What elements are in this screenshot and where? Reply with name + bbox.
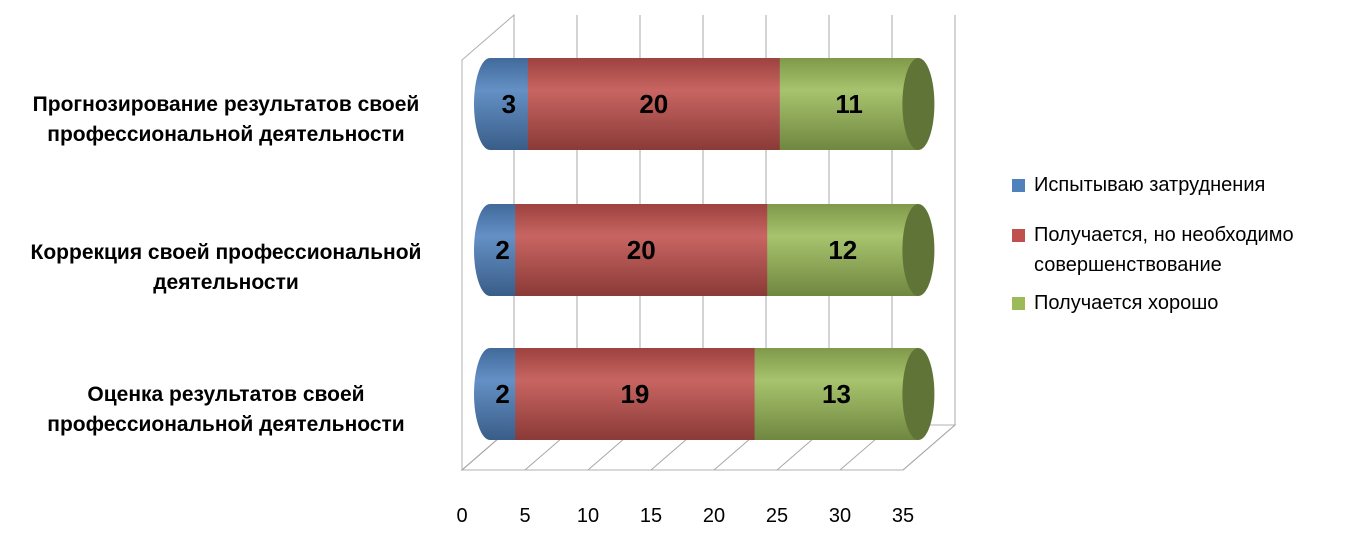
bar-segment-start-cap [474, 204, 506, 296]
category-label: Оценка результатов своей профессиональной… [6, 380, 446, 440]
category-label-line: профессиональной деятельности [47, 413, 405, 436]
bar-segment [515, 348, 755, 440]
legend-label: Получается хорошо [1034, 292, 1219, 314]
x-axis-ticks: 0 5 10 15 20 25 30 35 [456, 505, 914, 527]
category-label: Прогнозирование результатов своей професс… [6, 90, 446, 150]
legend-swatch [1012, 297, 1025, 310]
legend-swatch [1012, 179, 1025, 192]
data-label: 13 [822, 379, 851, 409]
floor-gridline [902, 424, 956, 471]
legend-item: Испытываю затруднения [1012, 170, 1352, 200]
x-tick-label: 10 [577, 505, 599, 527]
data-label: 12 [828, 235, 857, 265]
bar-segment-start-cap [474, 348, 506, 440]
legend-swatch [1012, 229, 1025, 242]
category-label-line: Коррекция своей профессиональной [30, 241, 422, 264]
bar-segment [527, 58, 780, 150]
data-label: 19 [620, 379, 649, 409]
category-label-line: деятельности [153, 271, 299, 294]
x-tick-label: 0 [456, 505, 467, 527]
category-label: Коррекция своей профессиональной деятельн… [6, 238, 446, 298]
x-tick-label: 25 [766, 505, 788, 527]
bar-segment [515, 204, 768, 296]
x-tick-label: 30 [829, 505, 851, 527]
bars: 11 20 3 12 20 2 13 19 2 [474, 58, 935, 440]
legend-item: Получается хорошо [1012, 288, 1352, 318]
x-tick-label: 15 [640, 505, 662, 527]
category-label-line: Оценка результатов своей [87, 383, 365, 406]
x-tick-label: 5 [519, 505, 530, 527]
bar-segment-start-cap [474, 58, 506, 150]
legend-label: совершенствование [1034, 254, 1222, 276]
legend-label: Испытываю затруднения [1034, 174, 1266, 196]
legend: Испытываю затруднения Получается, но необ… [1012, 170, 1352, 318]
x-tick-label: 20 [703, 505, 725, 527]
bar-segment [779, 58, 919, 150]
category-label-line: Прогнозирование результатов своей [32, 93, 420, 116]
bar-end-cap [902, 348, 935, 440]
data-label: 2 [495, 235, 509, 265]
data-label: 3 [502, 89, 516, 119]
bar-end-cap [902, 58, 935, 150]
x-tick-label: 35 [892, 505, 914, 527]
data-label: 20 [627, 235, 656, 265]
bar-segment [754, 348, 919, 440]
category-label-line: профессиональной деятельности [47, 123, 405, 146]
legend-label: Получается, но необходимо [1034, 224, 1294, 246]
data-label: 11 [835, 89, 863, 119]
data-label: 20 [639, 89, 668, 119]
bar-segment [767, 204, 919, 296]
bar-end-cap [902, 204, 935, 296]
legend-item: Получается, но необходимо совершенствован… [1012, 220, 1352, 280]
data-label: 2 [495, 379, 509, 409]
